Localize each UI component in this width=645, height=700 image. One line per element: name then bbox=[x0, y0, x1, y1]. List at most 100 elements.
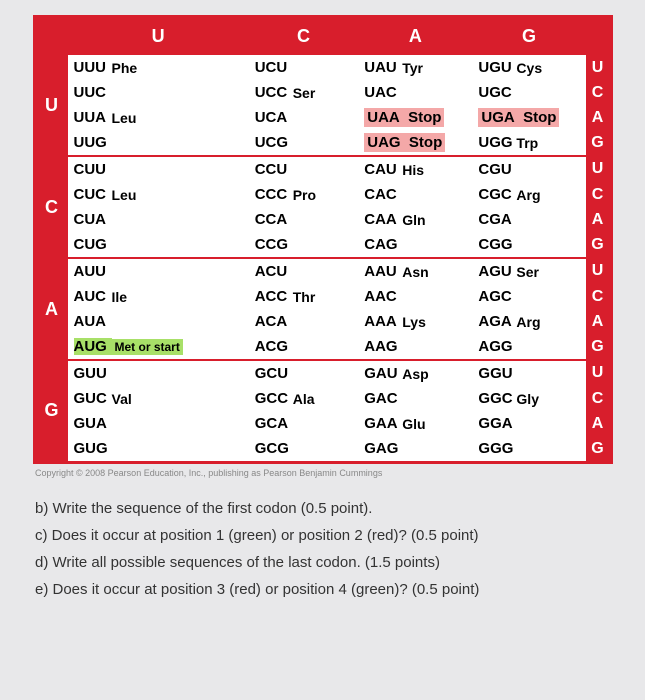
aa-label: Gln bbox=[402, 212, 425, 228]
codon-text: CUA bbox=[74, 211, 112, 228]
top-header-g: G bbox=[472, 17, 585, 56]
codon-cell: UGUCys bbox=[472, 55, 585, 80]
codon-text: UGU bbox=[478, 59, 516, 76]
codon-text: GGA bbox=[478, 415, 516, 432]
codon-text: CCU bbox=[255, 161, 293, 178]
codon-cell: AAG bbox=[358, 334, 472, 360]
codon-cell: AGUSer bbox=[472, 258, 585, 284]
codon-cell: UGA Stop bbox=[472, 105, 585, 130]
codon-cell: CCG bbox=[249, 232, 359, 258]
right-sub-c: C bbox=[586, 80, 612, 105]
codon-text: UAA Stop bbox=[364, 109, 402, 126]
aa-label: Arg bbox=[516, 187, 540, 203]
codon-text: GCA bbox=[255, 415, 293, 432]
question-d: d) Write all possible sequences of the l… bbox=[35, 554, 610, 571]
codon-cell: AUCIle bbox=[68, 284, 249, 309]
codon-text: CAA bbox=[364, 211, 402, 228]
codon-text: CCG bbox=[255, 236, 293, 253]
codon-cell: UCG bbox=[249, 130, 359, 156]
codon-text: UGA Stop bbox=[478, 109, 516, 126]
aa-label: Leu bbox=[112, 187, 137, 203]
codon-text: GGU bbox=[478, 365, 516, 382]
codon-cell: CUU bbox=[68, 156, 249, 182]
right-sub-u: U bbox=[586, 156, 612, 182]
codon-cell: AUU bbox=[68, 258, 249, 284]
codon-text: UAG Stop bbox=[364, 134, 402, 151]
codon-cell: UUALeu bbox=[68, 105, 249, 130]
codon-cell: GUU bbox=[68, 360, 249, 386]
codon-text: CCA bbox=[255, 211, 293, 228]
left-header-a: A bbox=[34, 258, 68, 360]
right-sub-u: U bbox=[586, 55, 612, 80]
codon-cell: GAUAsp bbox=[358, 360, 472, 386]
right-sub-a: A bbox=[586, 105, 612, 130]
aa-label: Asn bbox=[402, 264, 428, 280]
copyright-text: Copyright © 2008 Pearson Education, Inc.… bbox=[35, 468, 630, 478]
question-c: c) Does it occur at position 1 (green) o… bbox=[35, 527, 610, 544]
codon-text: ACC bbox=[255, 288, 293, 305]
codon-text: UGG bbox=[478, 134, 516, 151]
codon-cell: CAUHis bbox=[358, 156, 472, 182]
codon-text: AGA bbox=[478, 313, 516, 330]
codon-cell: GGCGly bbox=[472, 386, 585, 411]
codon-cell: UUC bbox=[68, 80, 249, 105]
codon-cell: UUG bbox=[68, 130, 249, 156]
codon-text: GCG bbox=[255, 440, 293, 457]
codon-cell: ACU bbox=[249, 258, 359, 284]
codon-text: GUG bbox=[74, 440, 112, 457]
top-header-a: A bbox=[358, 17, 472, 56]
aa-label: Val bbox=[112, 391, 132, 407]
codon-cell: AGC bbox=[472, 284, 585, 309]
codon-cell: CCU bbox=[249, 156, 359, 182]
aa-label: Trp bbox=[516, 135, 538, 151]
aa-label: Ser bbox=[516, 264, 539, 280]
codon-cell: AAUAsn bbox=[358, 258, 472, 284]
codon-cell: GCU bbox=[249, 360, 359, 386]
right-sub-a: A bbox=[586, 309, 612, 334]
codon-cell: GGG bbox=[472, 436, 585, 463]
codon-text: AAA bbox=[364, 313, 402, 330]
codon-cell: CAAGln bbox=[358, 207, 472, 232]
codon-cell: GCCAla bbox=[249, 386, 359, 411]
codon-cell: UCA bbox=[249, 105, 359, 130]
codon-cell: CAC bbox=[358, 182, 472, 207]
right-sub-g: G bbox=[586, 436, 612, 463]
codon-cell: CGA bbox=[472, 207, 585, 232]
codon-cell: CCA bbox=[249, 207, 359, 232]
codon-text: CUG bbox=[74, 236, 112, 253]
codon-cell: UAUTyr bbox=[358, 55, 472, 80]
aa-label: Asp bbox=[402, 366, 428, 382]
codon-cell: CAG bbox=[358, 232, 472, 258]
codon-text: UUA bbox=[74, 109, 112, 126]
codon-cell: GCA bbox=[249, 411, 359, 436]
aa-label: Met or start bbox=[112, 339, 183, 355]
right-sub-g: G bbox=[586, 334, 612, 360]
codon-text: UGC bbox=[478, 84, 516, 101]
questions-block: b) Write the sequence of the first codon… bbox=[15, 478, 630, 620]
codon-cell: AAC bbox=[358, 284, 472, 309]
codon-cell: UAA Stop bbox=[358, 105, 472, 130]
left-header-c: C bbox=[34, 156, 68, 258]
aa-label: Phe bbox=[112, 60, 138, 76]
codon-cell: CCCPro bbox=[249, 182, 359, 207]
codon-cell: AAALys bbox=[358, 309, 472, 334]
aa-label: Ser bbox=[293, 85, 316, 101]
codon-text: GAG bbox=[364, 440, 402, 457]
top-header-u: U bbox=[68, 17, 249, 56]
codon-cell: GUA bbox=[68, 411, 249, 436]
codon-text: AAG bbox=[364, 338, 402, 355]
top-header-c: C bbox=[249, 17, 359, 56]
right-sub-c: C bbox=[586, 284, 612, 309]
codon-text: ACA bbox=[255, 313, 293, 330]
codon-cell: UGC bbox=[472, 80, 585, 105]
codon-cell: ACG bbox=[249, 334, 359, 360]
codon-text: CGC bbox=[478, 186, 516, 203]
codon-text: AAC bbox=[364, 288, 402, 305]
codon-table: U C A G UUUUPheUCUUAUTyrUGUCysUUUCUCCSer… bbox=[33, 15, 613, 464]
codon-cell: CUCLeu bbox=[68, 182, 249, 207]
codon-cell: GGA bbox=[472, 411, 585, 436]
codon-text: AUG bbox=[74, 338, 112, 355]
codon-text: AUU bbox=[74, 263, 112, 280]
aa-label: Cys bbox=[516, 60, 542, 76]
codon-text: CAU bbox=[364, 161, 402, 178]
